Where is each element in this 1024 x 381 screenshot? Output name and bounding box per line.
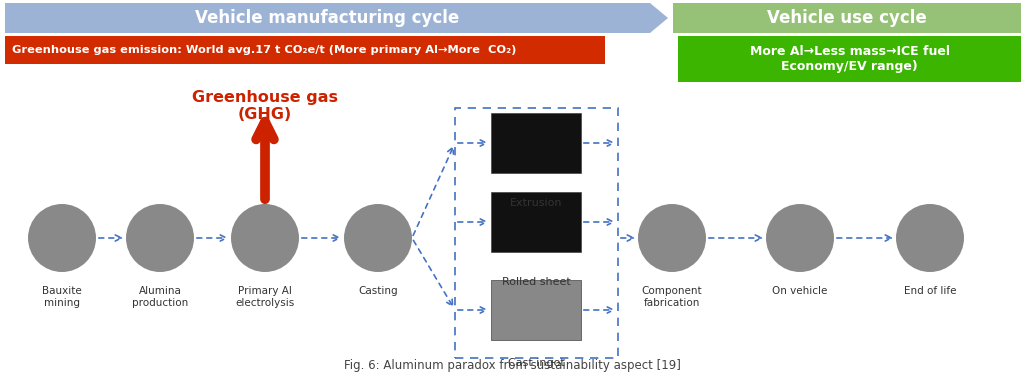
Bar [678,36,1021,82]
Text: Vehicle manufacturing cycle: Vehicle manufacturing cycle [196,9,460,27]
Text: Extrusion: Extrusion [510,198,562,208]
Bar [490,280,581,340]
Text: Rolled sheet: Rolled sheet [502,277,570,287]
Bar [5,36,605,64]
Circle shape [896,204,964,272]
Text: End of life: End of life [904,286,956,296]
Bar [673,3,1021,33]
Text: Cast ingot: Cast ingot [508,358,564,368]
Circle shape [231,204,299,272]
Circle shape [126,204,194,272]
Text: More Al→Less mass→ICE fuel
Economy/EV range): More Al→Less mass→ICE fuel Economy/EV ra… [750,45,949,73]
Bar [455,108,618,358]
Polygon shape [5,3,668,33]
Text: Bauxite
mining: Bauxite mining [42,286,82,307]
Text: Casting: Casting [358,286,397,296]
Circle shape [638,204,706,272]
Circle shape [766,204,834,272]
Text: Primary Al
electrolysis: Primary Al electrolysis [236,286,295,307]
Bar [490,192,581,252]
Bar [490,113,581,173]
Text: Component
fabrication: Component fabrication [642,286,702,307]
Circle shape [28,204,96,272]
Text: Alumina
production: Alumina production [132,286,188,307]
Circle shape [344,204,412,272]
Text: On vehicle: On vehicle [772,286,827,296]
Text: Greenhouse gas
(GHG): Greenhouse gas (GHG) [193,90,338,122]
Text: Vehicle use cycle: Vehicle use cycle [767,9,927,27]
Text: Fig. 6: Aluminum paradox from sustainability aspect [19]: Fig. 6: Aluminum paradox from sustainabi… [344,359,680,372]
Text: Greenhouse gas emission: World avg.17 t CO₂e/t (More primary Al→More  CO₂): Greenhouse gas emission: World avg.17 t … [12,45,516,55]
